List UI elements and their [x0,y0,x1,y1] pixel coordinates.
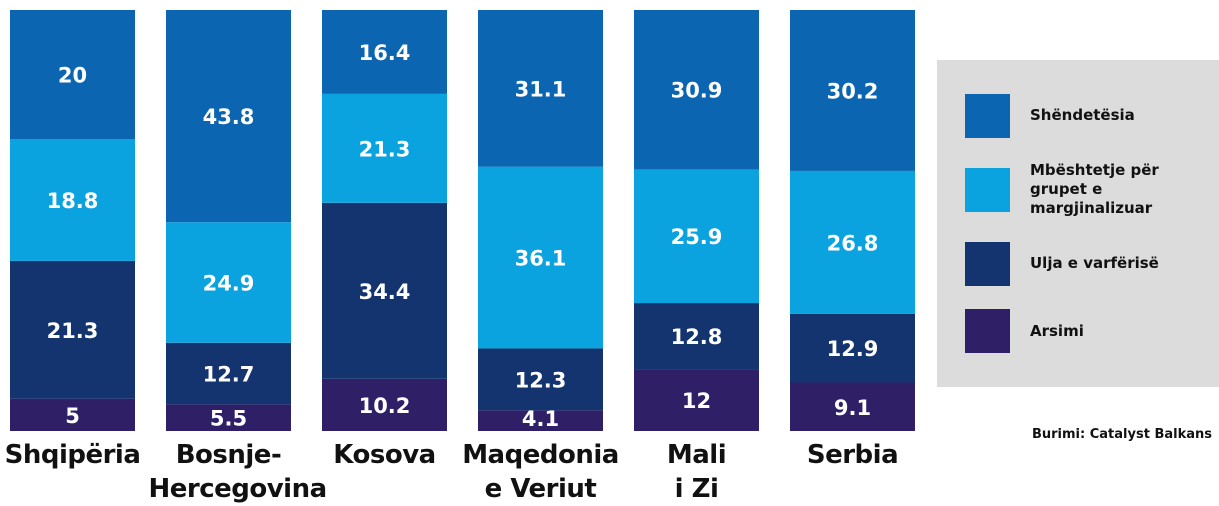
value-label: 26.8 [827,231,879,255]
value-label: 25.9 [671,225,723,249]
chart: 5 21.3 18.8 20 5.5 12.7 24.9 43.8 10.2 34.4 21.3 16… [10,10,915,431]
value-label: 31.1 [515,77,567,101]
legend-label: Ulja e varfërisë [1030,254,1159,273]
source: Burimi: Catalyst Balkans [1031,427,1212,442]
bar-segment [478,166,603,349]
x-tick-label: Shqipëria [4,440,141,470]
x-tick-label: Bosnje- Hercegovina [148,440,328,504]
value-label: 12.8 [671,325,723,349]
value-label: 5 [65,404,80,428]
bar-segment [322,93,447,203]
x-tick-label: Maqedonia e Veriut [462,440,619,504]
value-label: 36.1 [515,247,567,271]
bar-segment [166,10,291,223]
value-label: 21.3 [47,319,99,343]
value-label: 21.3 [359,137,411,161]
bar-segment [634,169,759,304]
bar-segment [10,139,135,261]
bar-segment [322,10,447,94]
bar-segment [322,378,447,431]
bar-segment [790,10,915,171]
legend-label: Mbështetje për grupet e margjinalizuar [1030,161,1159,218]
value-label: 4.1 [522,407,559,431]
bar-segment [10,260,135,399]
legend-item: Ulja e varfërisë [937,241,1219,286]
value-label: 5.5 [210,407,247,431]
x-tick-label: Mali i Zi [666,440,727,504]
value-label: 12.7 [203,363,255,387]
bar-segment [478,410,603,431]
bar-segment [10,10,135,140]
bar-segment [790,382,915,431]
bar-segment [166,222,291,343]
value-label: 43.8 [203,105,255,129]
value-label: 20 [58,64,87,88]
legend-swatch [965,167,1010,212]
legend-item: Mbështetje për grupet e margjinalizuar [937,161,1219,218]
legend-label: Arsimi [1030,321,1084,340]
bar-segment [634,369,759,431]
legend-swatch [965,93,1010,138]
value-label: 16.4 [359,41,411,65]
bar-segment [10,398,135,431]
bar-segment [634,10,759,170]
legend: Shëndetësia Mbështetje për grupet e margj… [937,60,1219,387]
legend-item: Arsimi [937,309,1219,354]
value-label: 10.2 [359,394,411,418]
bar-segment [478,10,603,167]
bar-segment [478,348,603,411]
legend-swatch [965,309,1010,354]
bar-segment [166,342,291,405]
bar-segment [166,404,291,431]
legend-item: Shëndetësia [937,93,1219,138]
x-tick-label: Kosova [333,440,436,470]
bar-segment [790,313,915,383]
value-label: 24.9 [203,272,255,296]
value-label: 12.9 [827,337,879,361]
x-tick-label: Serbia [806,440,899,470]
value-label: 30.9 [671,79,723,103]
value-label: 9.1 [834,396,871,420]
bar-segment [634,303,759,370]
value-label: 12.3 [515,368,567,392]
bar-segment [322,202,447,379]
bar-segment [790,170,915,314]
value-label: 34.4 [359,280,411,304]
value-label: 18.8 [47,189,99,213]
legend-label: Shëndetësia [1030,106,1135,125]
legend-swatch [965,241,1010,286]
value-label: 12 [682,389,711,413]
value-label: 30.2 [827,79,879,103]
